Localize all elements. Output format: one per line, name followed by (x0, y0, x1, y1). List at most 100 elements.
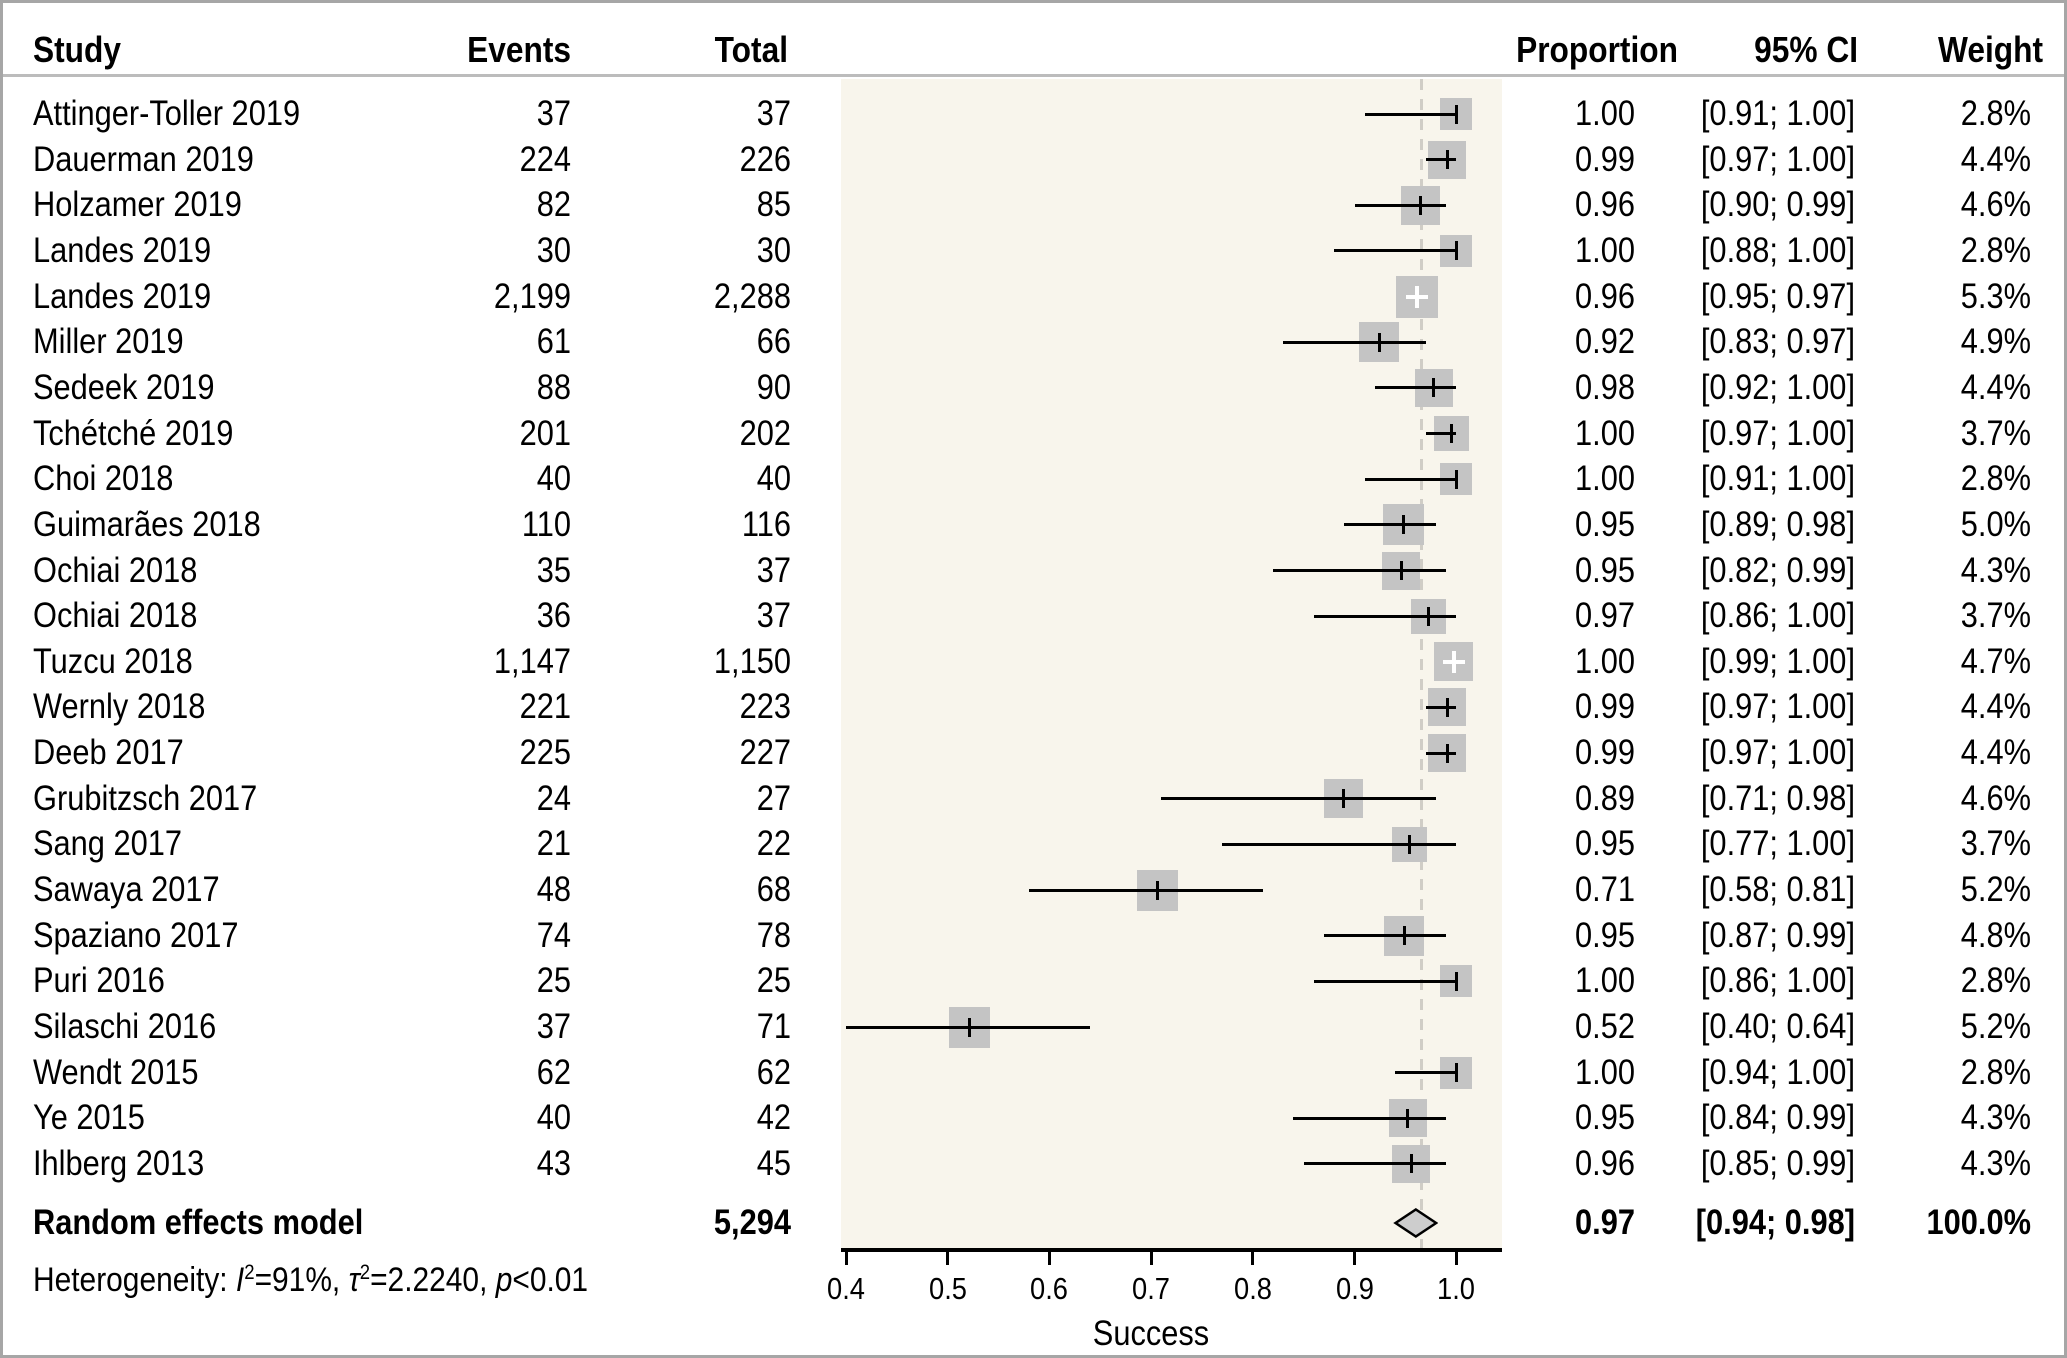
events-value: 224 (519, 139, 571, 179)
estimate-tick (1445, 697, 1449, 717)
weight-value: 4.3% (1960, 1098, 2031, 1138)
total-value: 227 (739, 733, 791, 773)
ci-line (1293, 1116, 1447, 1120)
weight-value: 4.3% (1960, 1143, 2031, 1183)
ci-value: [0.97; 1.00] (1700, 139, 1855, 179)
proportion-value: 1.00 (1575, 413, 1635, 453)
ci-value: [0.91; 1.00] (1700, 94, 1855, 133)
axis-tick-label: 0.6 (1030, 1271, 1069, 1306)
study-name: Sawaya 2017 (33, 870, 220, 910)
weight-value: 4.7% (1960, 641, 2031, 681)
total-value: 66 (756, 322, 791, 362)
proportion-value: 1.00 (1575, 961, 1635, 1001)
col-header-weight: Weight (1937, 29, 2043, 70)
proportion-value: 0.96 (1575, 276, 1635, 316)
estimate-tick (1427, 606, 1431, 626)
axis-tick (1047, 1252, 1051, 1265)
ci-line (1364, 112, 1457, 116)
weight-value: 4.4% (1960, 367, 2031, 407)
events-value: 62 (536, 1052, 571, 1092)
total-value: 37 (756, 94, 791, 133)
ci-value: [0.97; 1.00] (1700, 733, 1855, 773)
estimate-tick (1454, 241, 1458, 261)
ci-line (1344, 523, 1436, 527)
proportion-value: 0.96 (1575, 185, 1635, 225)
estimate-tick (1341, 789, 1345, 809)
ci-value: [0.90; 0.99] (1700, 185, 1855, 225)
weight-value: 4.4% (1960, 733, 2031, 773)
study-name: Dauerman 2019 (33, 139, 254, 179)
estimate-tick (1454, 104, 1458, 124)
events-value: 37 (536, 94, 571, 133)
summary-proportion: 0.97 (1575, 1203, 1635, 1242)
total-value: 37 (756, 596, 791, 636)
axis-tick-label: 0.8 (1233, 1271, 1272, 1306)
study-name: Deeb 2017 (33, 733, 184, 773)
study-name: Ochiai 2018 (33, 596, 198, 636)
total-value: 40 (756, 459, 791, 499)
events-value: 25 (536, 961, 571, 1001)
heterogeneity-note: Heterogeneity: I2=91%, τ2=2.2240, p<0.01 (33, 1261, 589, 1299)
estimate-tick (1409, 1154, 1413, 1174)
ci-line (1161, 797, 1436, 801)
weight-value: 2.8% (1960, 230, 2031, 270)
study-name: Ye 2015 (33, 1098, 145, 1138)
ci-line (1354, 203, 1447, 207)
events-value: 110 (521, 504, 571, 544)
total-value: 30 (756, 230, 791, 270)
ci-value: [0.95; 0.97] (1700, 276, 1855, 316)
ci-line (1425, 432, 1457, 436)
ci-value: [0.97; 1.00] (1700, 687, 1855, 727)
ci-value: [0.86; 1.00] (1700, 596, 1855, 636)
ci-value: [0.94; 1.00] (1700, 1052, 1855, 1092)
events-value: 74 (536, 915, 571, 955)
weight-value: 2.8% (1960, 94, 2031, 133)
weight-value: 3.7% (1960, 824, 2031, 864)
axis-tick (1454, 1252, 1458, 1265)
axis-tick-label: 0.4 (827, 1271, 865, 1306)
estimate-tick (1377, 332, 1381, 352)
proportion-value: 0.96 (1575, 1143, 1635, 1183)
study-name: Wernly 2018 (33, 687, 206, 727)
events-value: 35 (536, 550, 571, 590)
proportion-value: 0.95 (1575, 915, 1635, 955)
ci-line (1222, 842, 1457, 846)
proportion-value: 0.92 (1575, 322, 1635, 362)
estimate-tick (1445, 743, 1449, 763)
total-value: 223 (739, 687, 791, 727)
weight-value: 4.9% (1960, 322, 2031, 362)
proportion-value: 1.00 (1575, 641, 1635, 681)
proportion-value: 1.00 (1575, 94, 1635, 133)
estimate-tick (1402, 926, 1406, 946)
ci-value: [0.99; 1.00] (1700, 641, 1855, 681)
events-value: 225 (519, 733, 571, 773)
axis-tick-label: 0.7 (1132, 1271, 1171, 1306)
total-value: 71 (756, 1007, 791, 1046)
estimate-tick (1454, 1063, 1458, 1083)
ci-value: [0.82; 0.99] (1700, 550, 1855, 590)
events-value: 21 (536, 824, 571, 864)
total-value: 25 (756, 961, 791, 1001)
study-name: Spaziano 2017 (33, 915, 239, 955)
events-value: 82 (536, 185, 571, 225)
events-value: 30 (536, 230, 571, 270)
proportion-value: 1.00 (1575, 459, 1635, 499)
weight-value: 5.0% (1960, 504, 2031, 544)
proportion-value: 0.95 (1575, 1098, 1635, 1138)
events-value: 61 (536, 322, 571, 362)
estimate-cross (1405, 294, 1428, 299)
ci-value: [0.89; 0.98] (1700, 504, 1855, 544)
weight-value: 4.4% (1960, 139, 2031, 179)
study-name: Silaschi 2016 (33, 1007, 217, 1046)
ci-value: [0.40; 0.64] (1700, 1007, 1855, 1046)
ci-value: [0.58; 0.81] (1700, 870, 1855, 910)
ci-line (1425, 158, 1457, 162)
axis-tick (1353, 1252, 1356, 1265)
col-header-proportion: Proportion (1516, 29, 1678, 70)
axis-tick (946, 1252, 950, 1265)
ci-value: [0.84; 0.99] (1700, 1098, 1855, 1138)
ci-line (1313, 614, 1457, 618)
events-value: 43 (536, 1143, 571, 1183)
weight-value: 3.7% (1960, 596, 2031, 636)
summary-diamond (1392, 1207, 1439, 1239)
